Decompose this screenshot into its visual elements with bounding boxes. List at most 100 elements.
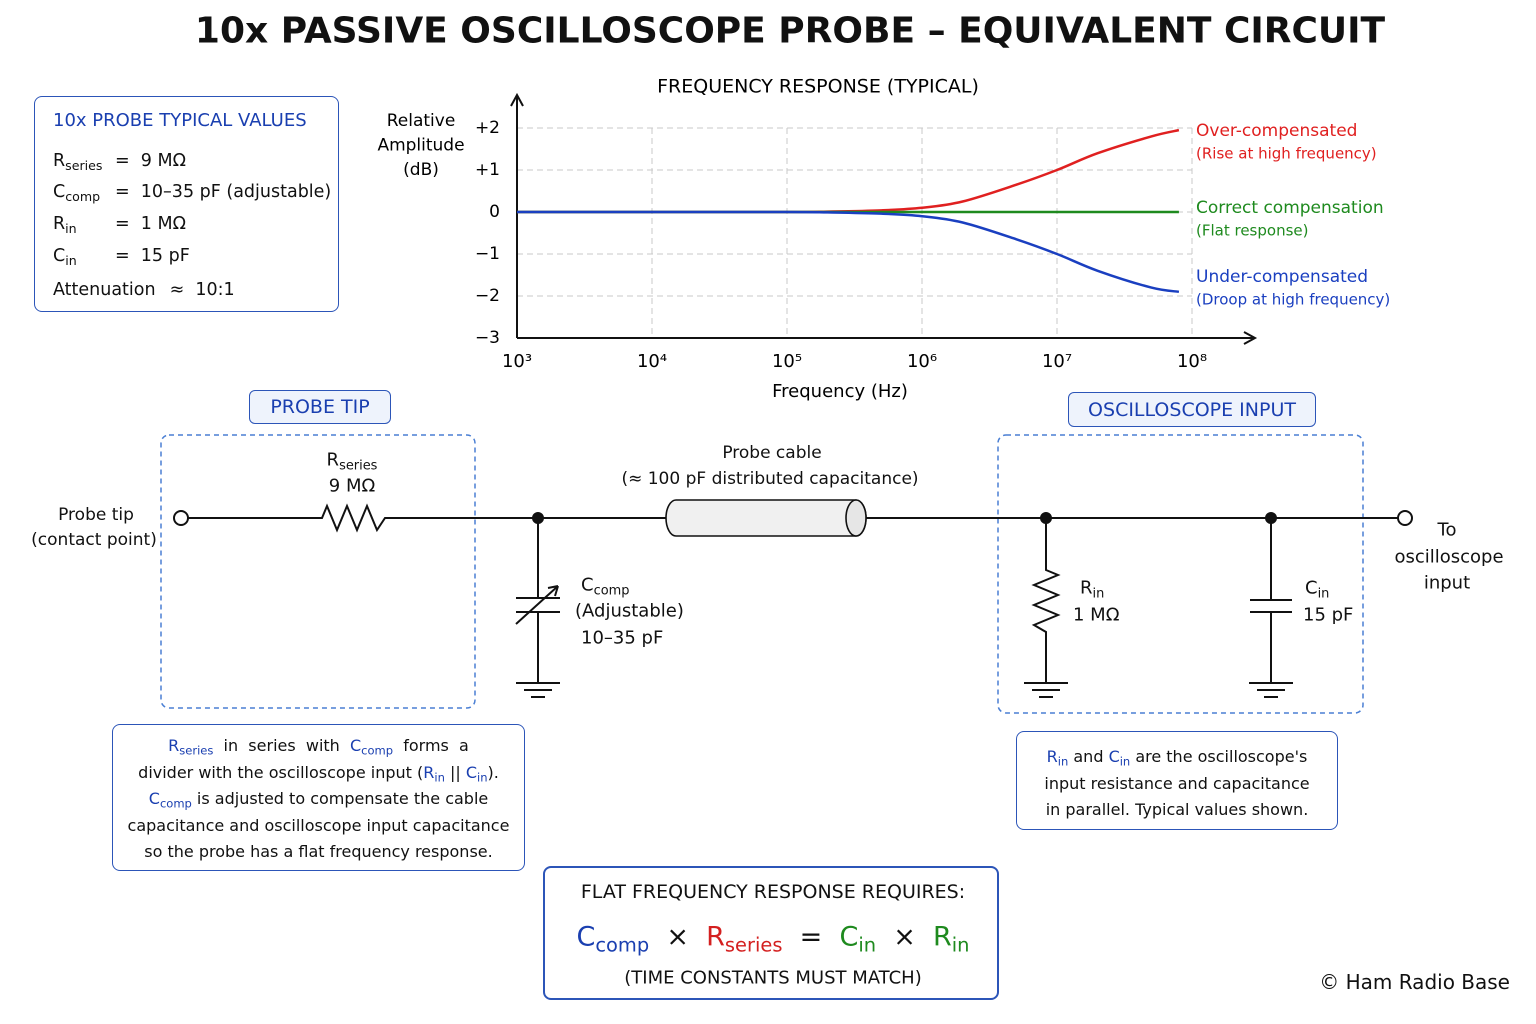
symbol: Cin bbox=[839, 922, 876, 955]
symbol-main: C bbox=[1305, 577, 1318, 599]
cable-note: (≈ 100 pF distributed capacitance) bbox=[621, 469, 919, 489]
symbol-main: C bbox=[53, 246, 66, 266]
symbol-sub: comp bbox=[595, 933, 650, 957]
output-label: input bbox=[1423, 572, 1471, 594]
y-axis bbox=[510, 92, 524, 338]
symbol: Rseries bbox=[168, 736, 213, 756]
legend-name: Over-compensated bbox=[1196, 121, 1357, 141]
c-comp-note: (Adjustable) bbox=[575, 600, 684, 622]
note-line: divider with the oscilloscope input (Rin… bbox=[113, 760, 524, 787]
text: = bbox=[782, 921, 840, 953]
text: is adjusted to compensate the cable bbox=[191, 789, 489, 808]
symbol-main: R bbox=[706, 921, 725, 953]
symbol: Ccomp bbox=[53, 182, 115, 204]
equation: Ccomp × Rseries = Cin × Rin bbox=[576, 921, 970, 957]
typical-values-box: 10x PROBE TYPICAL VALUES Rseries = 9 MΩ C… bbox=[34, 96, 339, 312]
symbol-main: R bbox=[326, 449, 340, 471]
symbol: Rin bbox=[423, 763, 445, 784]
symbol-sub: series bbox=[339, 458, 378, 474]
probe-section-border bbox=[160, 434, 476, 709]
x-tick-label: 10⁷ bbox=[1042, 351, 1072, 372]
symbol-sub: comp bbox=[65, 188, 101, 204]
x-tick-label: 10⁶ bbox=[907, 351, 937, 372]
probe-note: Rseries in series with Ccomp forms a div… bbox=[112, 724, 525, 871]
text: in parallel. Typical values shown. bbox=[1045, 800, 1309, 819]
r-series-symbol: Rseries bbox=[326, 449, 378, 474]
series-line bbox=[517, 210, 1180, 294]
symbol: Rin bbox=[933, 922, 970, 957]
value-row: Ccomp = 10–35 pF (adjustable) bbox=[53, 182, 331, 204]
chart: FREQUENCY RESPONSE (TYPICAL) Relative Ampl… bbox=[377, 76, 1390, 403]
text: × bbox=[876, 921, 934, 953]
symbol-sub: comp bbox=[361, 743, 394, 758]
text: forms a bbox=[393, 736, 469, 755]
symbol-sub: in bbox=[951, 933, 970, 957]
input-terminal bbox=[173, 510, 189, 526]
output-label: oscilloscope bbox=[1394, 546, 1504, 568]
text: so the probe has a flat frequency respon… bbox=[144, 842, 493, 861]
section-label: PROBE TIP bbox=[249, 390, 391, 424]
symbol: Cin bbox=[1109, 747, 1131, 767]
symbol: Ccomp bbox=[581, 574, 629, 598]
symbol-main: R bbox=[53, 214, 66, 234]
credit: © Ham Radio Base bbox=[1319, 970, 1510, 994]
y-axis-label: (dB) bbox=[403, 160, 439, 180]
requirement-footnote: (TIME CONSTANTS MUST MATCH) bbox=[624, 967, 922, 989]
x-tick-label: 10³ bbox=[502, 351, 532, 372]
r-in-value: 1 MΩ bbox=[1073, 604, 1120, 626]
legend-description: (Flat response) bbox=[1196, 222, 1308, 240]
x-axis bbox=[517, 331, 1258, 345]
symbol-main: C bbox=[581, 574, 594, 596]
symbol: Rseries bbox=[53, 151, 115, 173]
text: || bbox=[444, 762, 466, 782]
symbol-sub: series bbox=[724, 933, 783, 957]
symbol: Attenuation bbox=[53, 280, 156, 300]
text: divider with the oscilloscope input ( bbox=[138, 762, 424, 782]
symbol-sub: in bbox=[1092, 586, 1105, 602]
symbol-main: R bbox=[1046, 747, 1058, 766]
series-line bbox=[517, 128, 1180, 214]
value: ≈ 10:1 bbox=[169, 280, 235, 300]
section-label: OSCILLOSCOPE INPUT bbox=[1068, 392, 1316, 427]
note-line: Ccomp is adjusted to compensate the cabl… bbox=[113, 786, 524, 813]
symbol-sub: in bbox=[477, 769, 488, 784]
symbol-sub: series bbox=[65, 157, 103, 173]
symbol: Rseries bbox=[706, 921, 783, 957]
x-tick-label: 10⁸ bbox=[1177, 351, 1207, 372]
symbol-main: C bbox=[576, 921, 596, 953]
output-label: To bbox=[1437, 519, 1457, 541]
y-tick-label: +1 bbox=[475, 160, 500, 180]
text: × bbox=[649, 921, 707, 953]
input-label: (contact point) bbox=[31, 530, 157, 550]
r-in-symbol: Rin bbox=[1080, 578, 1105, 602]
cable-end bbox=[845, 499, 867, 537]
r-series-value: 9 MΩ bbox=[328, 475, 376, 497]
cable bbox=[665, 499, 867, 537]
value-row: Rseries = 9 MΩ bbox=[53, 151, 186, 173]
symbol-main: C bbox=[148, 789, 160, 808]
scope-section-border bbox=[997, 434, 1364, 714]
c-comp-symbol: Ccomp bbox=[581, 574, 629, 598]
symbol: Cin bbox=[1305, 577, 1329, 601]
circuit bbox=[160, 434, 1413, 714]
symbol-main: C bbox=[53, 182, 66, 202]
x-tick-label: 10⁵ bbox=[772, 351, 802, 372]
legend-description: (Rise at high frequency) bbox=[1196, 145, 1377, 163]
value: = 9 MΩ bbox=[115, 151, 186, 171]
symbol: Cin bbox=[53, 246, 115, 267]
note-line: Rseries in series with Ccomp forms a bbox=[113, 733, 524, 760]
y-tick-label: 0 bbox=[489, 202, 500, 222]
symbol-main: C bbox=[349, 736, 362, 755]
legend-name: Under-compensated bbox=[1196, 267, 1368, 287]
legend-description: (Droop at high frequency) bbox=[1196, 291, 1390, 309]
title: 10x PASSIVE OSCILLOSCOPE PROBE – EQUIVAL… bbox=[194, 10, 1386, 52]
value-row: Attenuation ≈ 10:1 bbox=[53, 280, 235, 300]
c-in-value: 15 pF bbox=[1303, 604, 1354, 626]
symbol-sub: in bbox=[434, 769, 445, 784]
value-row: Rin = 1 MΩ bbox=[53, 214, 186, 235]
symbol: Rin bbox=[1080, 578, 1105, 602]
scope-note: Rin and Cin are the oscilloscope's input… bbox=[1016, 731, 1338, 830]
cable-name: Probe cable bbox=[722, 443, 822, 463]
y-tick-label: +2 bbox=[475, 118, 500, 138]
